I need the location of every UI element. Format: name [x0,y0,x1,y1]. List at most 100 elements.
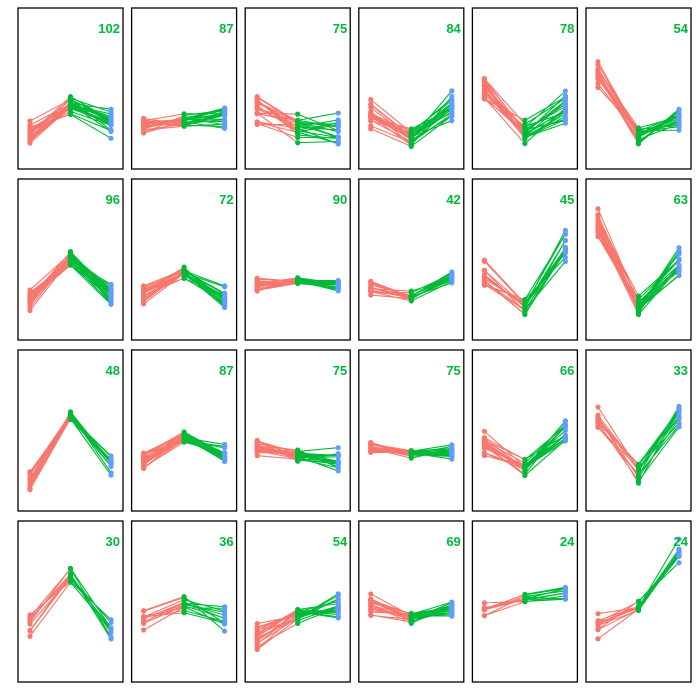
series-line-segment [257,455,298,460]
data-point [368,123,374,129]
data-point [481,84,487,91]
panel-points [368,269,455,304]
series-line-segment [297,112,339,121]
panel-lines [143,266,225,308]
series-line-segment [257,278,298,288]
data-point [522,125,528,131]
panel-frame [17,7,124,170]
series-line-segment [524,595,566,603]
panel-lines [257,277,339,292]
data-point [141,283,147,289]
series-line-segment [143,437,185,462]
data-point [368,608,374,614]
data-point [635,129,642,135]
data-point [67,258,74,264]
series-line-segment [524,425,566,471]
data-point [368,101,374,107]
series-line-segment [143,125,185,131]
series-line-segment [183,273,225,302]
series-line-segment [143,604,185,624]
series-line-segment [370,448,412,456]
data-point [222,298,228,305]
data-point [481,267,487,273]
data-point [222,111,228,118]
data-point [595,416,601,422]
panel: 30 [17,520,124,683]
series-line-segment [483,259,526,304]
data-point [108,286,114,293]
data-point [254,620,260,627]
data-point [27,124,33,130]
series-line-segment [183,269,225,301]
series-line-segment [184,602,225,608]
data-point [408,143,414,149]
series-line-segment [370,113,412,132]
data-point [522,307,528,313]
data-point [108,300,114,306]
series-line-segment [597,223,639,311]
data-point [141,608,147,614]
series-line-segment [143,273,185,299]
data-point [408,133,414,139]
data-point [562,108,569,114]
panel-lines [143,431,225,469]
series-line-segment [597,208,640,304]
series-line-segment [597,70,639,133]
data-point [254,279,260,285]
data-point [481,257,487,263]
series-line-segment [297,593,339,619]
data-point [295,132,301,138]
data-point [254,646,260,653]
panel-lines [256,96,339,145]
panel-lines [370,441,452,460]
series-line-segment [597,76,639,140]
series-line-segment [183,113,225,125]
series-line-segment [183,436,225,459]
series-line-segment [183,601,225,620]
series-line-segment [484,443,526,472]
panel-frame [130,178,238,341]
series-line-segment [638,538,680,608]
data-point [562,427,569,433]
series-line-segment [29,96,71,135]
panel: 54 [585,7,692,170]
data-point [522,467,528,474]
data-point [335,278,341,284]
series-line-segment [638,126,680,133]
panel-lines [597,208,680,315]
data-point [562,438,569,444]
series-line-segment [70,113,112,139]
panel-points [368,88,455,149]
data-point [222,604,228,610]
panel: 75 [244,7,351,170]
series-line-segment [297,130,339,139]
series-line-segment [297,605,339,619]
series-line-segment [524,250,566,304]
panel-lines [370,90,453,147]
data-point [335,603,341,609]
panel-lines [483,230,566,315]
series-line-segment [297,454,339,457]
data-point [222,620,228,626]
data-point [108,627,114,633]
series-line-segment [70,102,112,110]
panel-points [27,409,114,493]
data-point [335,458,341,464]
data-point [108,281,114,287]
series-line-segment [597,236,639,307]
panel-lines [143,107,225,134]
series-line-segment [143,599,185,618]
data-point [635,303,642,309]
panel-lines [256,439,339,472]
series-line-segment [70,257,112,298]
series-line-segment [183,435,225,458]
data-point [254,635,260,641]
data-point [181,271,187,277]
series-line-segment [183,609,225,623]
series-line-segment [70,261,112,304]
data-point [108,135,114,141]
data-point [676,245,682,251]
data-point [222,458,228,464]
data-point [522,117,528,123]
panel-frame [358,349,465,512]
